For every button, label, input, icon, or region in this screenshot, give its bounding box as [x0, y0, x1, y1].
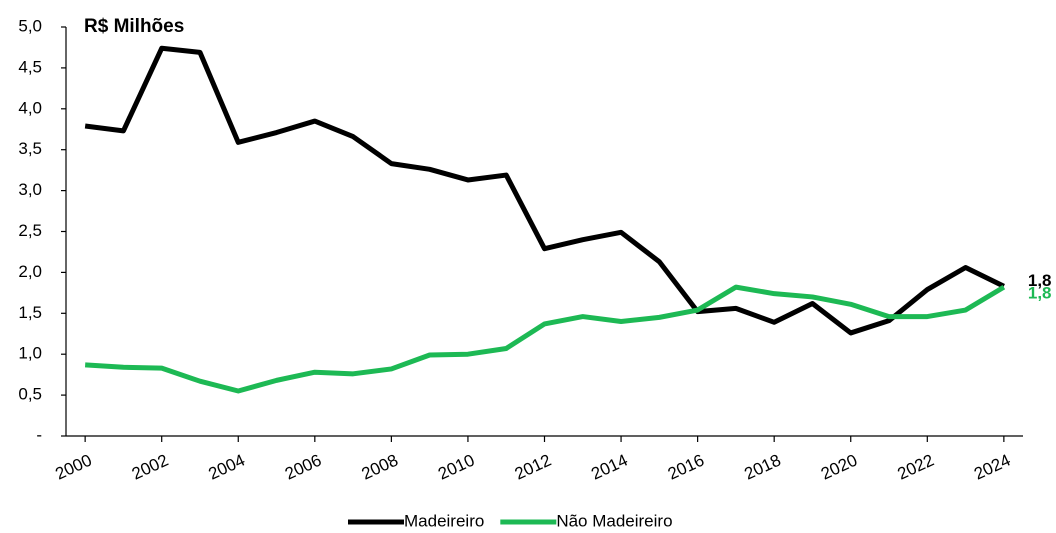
y-tick-label: 2,5	[18, 221, 42, 240]
y-tick-label: 3,0	[18, 180, 42, 199]
line	[84, 45, 1005, 336]
x-tick-label: 2006	[282, 450, 324, 483]
y-tick-label: 2,0	[18, 262, 42, 281]
y-tick-label: 1,0	[18, 344, 42, 363]
line	[84, 284, 1006, 394]
y-tick-label: -	[36, 425, 42, 444]
y-tick-label: 0,5	[18, 385, 42, 404]
x-tick-label: 2020	[818, 450, 860, 483]
x-tick-label: 2012	[512, 450, 554, 483]
x-tick-label: 2016	[665, 450, 707, 483]
legend-label: Não Madeireiro	[556, 511, 672, 530]
y-tick-label: 1,5	[18, 303, 42, 322]
x-tick-label: 2024	[971, 450, 1013, 483]
x-tick-label: 2010	[435, 450, 477, 483]
y-tick-label: 4,0	[18, 98, 42, 117]
y-tick-label: 5,0	[18, 16, 42, 35]
y-tick-label: 3,5	[18, 139, 42, 158]
x-tick-label: 2002	[129, 450, 171, 483]
x-tick-label: 2004	[206, 450, 248, 483]
legend-label: Madeireiro	[404, 511, 484, 530]
x-tick-label: 2014	[588, 450, 630, 483]
x-tick-label: 2018	[741, 450, 783, 483]
value-label: 1,8	[1028, 284, 1052, 303]
x-tick-label: 2008	[359, 450, 401, 483]
value-label: 1,8	[1028, 271, 1052, 290]
chart-title: R$ Milhões	[84, 16, 184, 37]
y-tick-label: 4,5	[18, 57, 42, 76]
x-tick-label: 2000	[52, 450, 94, 483]
x-tick-label: 2022	[895, 450, 937, 483]
